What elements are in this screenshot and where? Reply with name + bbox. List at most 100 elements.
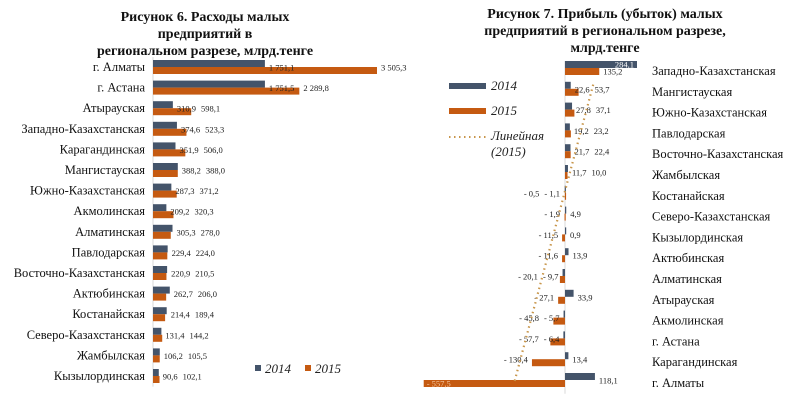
chart1-data-label: 105,5 xyxy=(188,351,207,361)
chart2-bar-2015 xyxy=(565,151,571,159)
chart2-data-label: - 557,5 xyxy=(427,379,451,389)
chart1-category-label: Жамбылская xyxy=(77,348,145,362)
chart1-data-label: 106,2 xyxy=(164,351,183,361)
chart2-category-label: Жамбылская xyxy=(652,168,720,182)
chart1-data-label: 598,1 xyxy=(201,104,220,114)
chart2-bar-2015 xyxy=(565,109,575,117)
chart2-category-label: Кызылординская xyxy=(652,230,743,244)
chart1-bar-2015 xyxy=(153,170,178,177)
chart2-bar-2015 xyxy=(559,276,565,283)
chart1-category-label: Мангистауская xyxy=(65,163,145,177)
chart1-data-label: 262,7 xyxy=(174,289,193,299)
chart1-bar-2014 xyxy=(153,224,173,232)
chart1-bar-2015 xyxy=(153,128,187,136)
chart2-legend-swatch-2015 xyxy=(449,108,486,114)
chart1-bar-2014 xyxy=(153,163,178,170)
chart2-data-label: - 0,5 xyxy=(524,188,540,198)
chart1-data-label: 220,9 xyxy=(171,269,190,279)
chart1-data-label: 102,1 xyxy=(183,372,202,382)
chart2-bar-2015 xyxy=(531,359,565,367)
chart2-data-label: 22,4 xyxy=(594,147,610,157)
chart1-category-label: Южно-Казахстанская xyxy=(30,184,145,198)
chart2-data-label: - 45,8 xyxy=(519,313,539,323)
chart1-data-label: 388,2 xyxy=(182,166,201,176)
chart1-bar-2014 xyxy=(153,245,168,253)
chart1-data-label: 305,3 xyxy=(177,227,196,237)
chart2-legend-label: (2015) xyxy=(491,144,526,159)
chart2-bar-2015 xyxy=(553,317,565,325)
chart2-category-label: Павлодарская xyxy=(652,126,726,140)
chart1-data-label: 287,3 xyxy=(175,186,194,196)
chart2-bar-2015 xyxy=(565,172,568,179)
chart1-bar-2014 xyxy=(153,204,167,212)
chart2-bar-2014 xyxy=(565,81,571,89)
chart1-data-label: 224,0 xyxy=(196,248,215,258)
chart2-data-label: 10,0 xyxy=(592,168,607,178)
chart1-legend-swatch-2015 xyxy=(305,365,311,371)
chart2-data-label: - 11,5 xyxy=(539,230,559,240)
chart1-category-label: Павлодарская xyxy=(72,245,146,259)
chart1-data-label: 3 505,3 xyxy=(381,63,407,73)
chart2-data-label: 284,1 xyxy=(615,60,634,70)
chart2-bar-2015 xyxy=(565,68,600,75)
chart1-bar-2014 xyxy=(153,142,176,150)
chart1-data-label: 310,9 xyxy=(177,104,196,114)
chart1-data-label: 374,6 xyxy=(181,124,200,134)
chart1-bar-2015 xyxy=(153,273,167,280)
chart1-bar-2014 xyxy=(153,369,159,376)
chart2-bar-2014 xyxy=(565,206,567,214)
chart2-bar-2015 xyxy=(564,213,566,221)
chart1-data-label: 214,4 xyxy=(171,310,191,320)
chart1-bar-2014 xyxy=(153,307,167,315)
chart1-data-label: 131,4 xyxy=(165,330,185,340)
chart2-data-label: 118,1 xyxy=(599,376,618,386)
chart2-data-label: 23,2 xyxy=(594,126,609,136)
chart1-bar-2014 xyxy=(153,80,265,88)
chart2-title-line: Рисунок 7. Прибыль (убыток) малых xyxy=(487,7,723,22)
chart2-legend-label: 2014 xyxy=(491,78,518,93)
chart1-bar-2015 xyxy=(153,376,160,383)
chart1-category-label: Восточно-Казахстанская xyxy=(14,266,146,280)
chart1-data-label: 320,3 xyxy=(194,207,213,217)
chart2-data-label: 13,9 xyxy=(573,251,588,261)
chart1-bar-2015 xyxy=(153,67,377,74)
chart1-data-label: 229,4 xyxy=(172,248,192,258)
chart2-category-label: Мангистауская xyxy=(652,85,732,99)
chart2-category-label: Атырауская xyxy=(652,293,715,307)
chart1-title-line: региональном разрезе, млрд.тенге xyxy=(96,44,314,59)
chart2-bar-2014 xyxy=(562,269,565,276)
chart1-legend-swatch-2014 xyxy=(255,365,261,371)
chart2-data-label: - 9,7 xyxy=(543,272,559,282)
chart2-bar-2015 xyxy=(423,380,565,387)
chart2-bar-2014 xyxy=(565,289,574,297)
chart2-data-label: 0,9 xyxy=(570,230,581,240)
chart1-category-label: г. Алматы xyxy=(93,60,146,74)
chart2-category-label: Южно-Казахстанская xyxy=(652,106,767,120)
chart1-data-label: 144,2 xyxy=(190,330,209,340)
chart2-bar-2014 xyxy=(565,248,569,256)
chart2-category-label: Алматинская xyxy=(652,272,722,286)
chart1-category-label: Атырауская xyxy=(83,101,146,115)
chart1-bar-2015 xyxy=(153,87,300,95)
chart1-data-label: 209,2 xyxy=(170,207,189,217)
chart2-bar-2015 xyxy=(565,88,579,96)
chart1-data-label: 2 289,8 xyxy=(303,83,329,93)
chart2-category-label: г. Алматы xyxy=(652,376,705,390)
chart1-bar-2015 xyxy=(153,252,168,260)
chart1-data-label: 189,4 xyxy=(195,310,215,320)
chart1-data-label: 210,5 xyxy=(195,269,214,279)
chart1-bar-2014 xyxy=(153,121,177,129)
chart2-category-label: Акмолинская xyxy=(652,314,724,328)
chart2-data-label: - 20,1 xyxy=(518,272,538,282)
chart2-title: Рисунок 7. Прибыль (убыток) малых предпр… xyxy=(460,6,750,57)
chart1-bar-2015 xyxy=(153,190,177,198)
chart2-bar-2014 xyxy=(565,123,570,131)
chart2-data-label: - 1,1 xyxy=(544,188,560,198)
chart1-bar-2015 xyxy=(153,231,171,239)
chart1-bar-2014 xyxy=(153,266,168,273)
chart1-data-label: 371,2 xyxy=(199,186,218,196)
chart2-bar-2015 xyxy=(564,192,567,200)
chart1-bar-2015 xyxy=(153,211,174,219)
chart2-category-label: Костанайская xyxy=(652,189,725,203)
